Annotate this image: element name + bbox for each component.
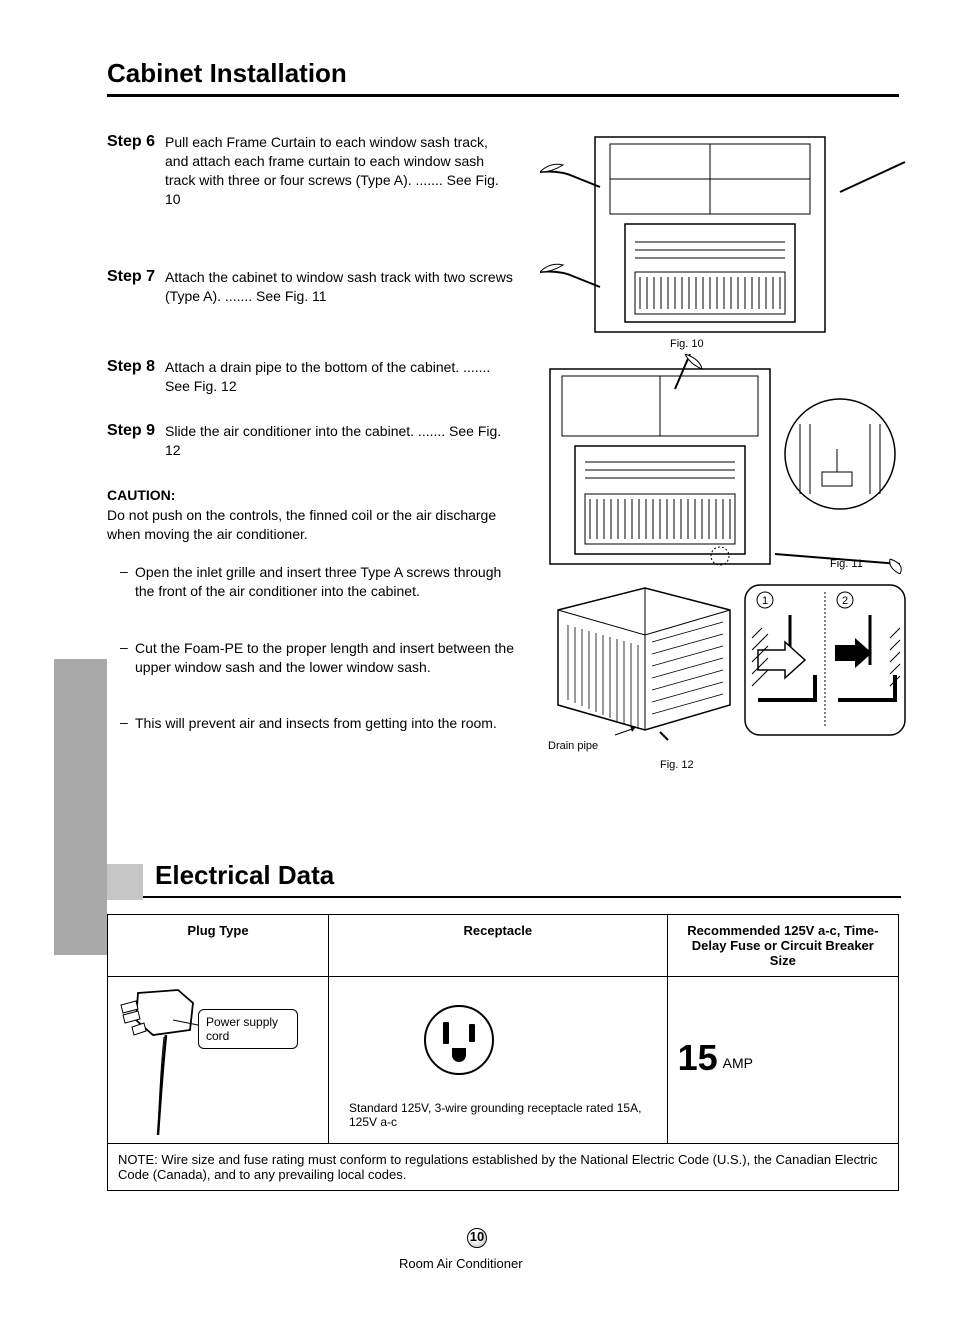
receptacle-cell: Standard 125V, 3-wire grounding receptac… bbox=[329, 977, 668, 1144]
amps-unit: AMP bbox=[723, 1055, 753, 1071]
electrical-table: Plug Type Receptacle Recommended 125V a-… bbox=[107, 914, 899, 1191]
table-header-row: Plug Type Receptacle Recommended 125V a-… bbox=[108, 915, 899, 977]
figure-11-label: Fig. 11 bbox=[830, 558, 863, 570]
col-plug: Plug Type bbox=[108, 915, 329, 977]
caution-b1: Open the inlet grille and insert three T… bbox=[135, 563, 515, 601]
col-amp: Recommended 125V a-c, Time-Delay Fuse or… bbox=[667, 915, 898, 977]
step8-text: Attach a drain pipe to the bottom of the… bbox=[165, 358, 515, 396]
step9-label: Step 9 bbox=[107, 422, 155, 440]
plug-cell: Power supply cord bbox=[108, 977, 329, 1144]
amps-value: 15 bbox=[678, 1037, 718, 1079]
figure-10-illustration bbox=[540, 132, 910, 342]
figure-12-label: Fig. 12 bbox=[660, 759, 694, 771]
figure-10-label: Fig. 10 bbox=[670, 338, 704, 350]
figure-11-illustration bbox=[540, 354, 910, 574]
bullet-dash-3: – bbox=[120, 714, 128, 730]
footer-text: Room Air Conditioner bbox=[399, 1256, 523, 1271]
electrical-title: Electrical Data bbox=[155, 860, 334, 891]
plug-illustration bbox=[118, 985, 318, 1135]
side-tab bbox=[54, 659, 107, 955]
amps-cell: 15 AMP bbox=[667, 977, 898, 1144]
caution-label: CAUTION: bbox=[107, 487, 175, 503]
step6-text: Pull each Frame Curtain to each window s… bbox=[165, 133, 515, 209]
step7-label: Step 7 bbox=[107, 268, 155, 286]
plug-callout-label: Power supply cord bbox=[198, 1009, 298, 1049]
figure-12-illustration: 1 2 bbox=[540, 580, 910, 760]
bullet-dash-2: – bbox=[120, 639, 128, 655]
figure-12-drain-label: Drain pipe bbox=[548, 740, 598, 752]
outlet-icon bbox=[424, 1005, 494, 1075]
svg-text:1: 1 bbox=[762, 595, 768, 607]
caution-b3: This will prevent air and insects from g… bbox=[135, 714, 515, 733]
page-title: Cabinet Installation bbox=[107, 58, 347, 89]
caution-b2: Cut the Foam-PE to the proper length and… bbox=[135, 639, 515, 677]
receptacle-label: Standard 125V, 3-wire grounding receptac… bbox=[349, 1101, 657, 1129]
section-rule bbox=[143, 896, 901, 898]
section-marker-square bbox=[107, 864, 143, 900]
step8-label: Step 8 bbox=[107, 358, 155, 376]
svg-text:2: 2 bbox=[842, 595, 848, 607]
footer-page-number: 10 bbox=[470, 1229, 484, 1244]
table-body-row: Power supply cord Standard 125V, 3-wire … bbox=[108, 977, 899, 1144]
col-receptacle: Receptacle bbox=[329, 915, 668, 977]
caution-body: Do not push on the controls, the finned … bbox=[107, 506, 517, 544]
table-note: NOTE: Wire size and fuse rating must con… bbox=[108, 1144, 899, 1191]
step7-text: Attach the cabinet to window sash track … bbox=[165, 268, 515, 306]
step9-text: Slide the air conditioner into the cabin… bbox=[165, 422, 515, 460]
header-rule bbox=[107, 94, 899, 97]
step6-label: Step 6 bbox=[107, 133, 155, 151]
bullet-dash-1: – bbox=[120, 563, 128, 579]
table-note-row: NOTE: Wire size and fuse rating must con… bbox=[108, 1144, 899, 1191]
